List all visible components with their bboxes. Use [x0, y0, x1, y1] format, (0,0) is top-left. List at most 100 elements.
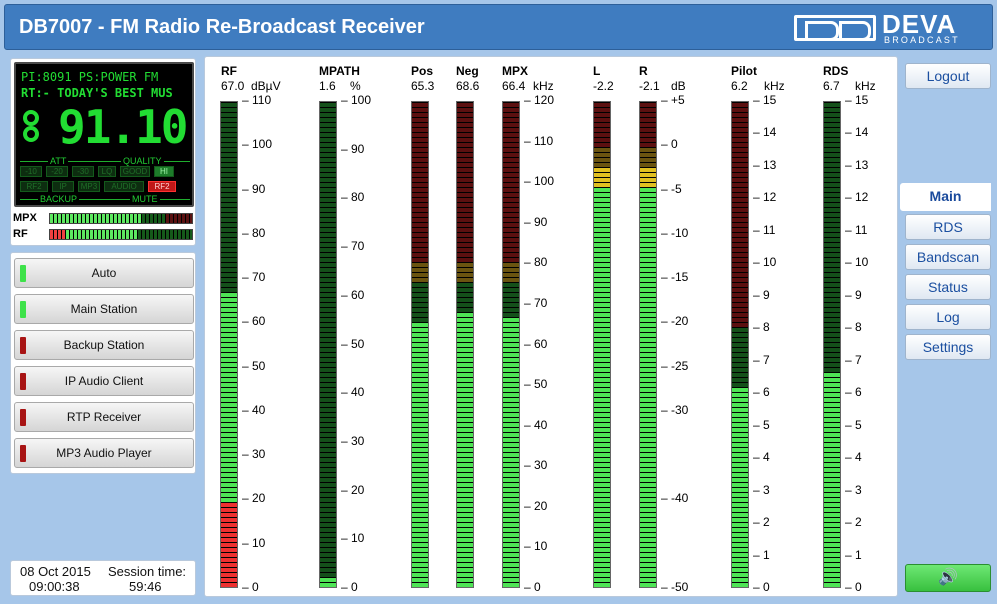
tab-rds[interactable]: RDS	[905, 214, 991, 240]
tick-label-mpath-8: – 20	[341, 482, 365, 497]
mode-button-main-station[interactable]: Main Station	[14, 294, 194, 324]
tick-label-mpx-6: – 60	[524, 336, 548, 351]
tick-label-mpx-0: – 120	[524, 93, 555, 107]
backup-label: BACKUP	[38, 194, 80, 204]
clock-panel: 08 Oct 2015 09:00:38 Session time: 59:46	[10, 560, 196, 596]
quality-label: QUALITY	[121, 156, 164, 166]
lcd-pi-ps: PI:8091 PS:POWER FM	[21, 70, 159, 84]
tab-settings[interactable]: Settings	[905, 334, 991, 360]
date-text: 08 Oct 2015	[20, 564, 91, 579]
tick-label-pilot-7: – 8	[753, 320, 770, 335]
tick-label-r-8: – -40	[661, 491, 689, 506]
mode-label: Backup Station	[63, 338, 145, 352]
tick-label-mpx-4: – 80	[524, 255, 548, 270]
right-nav: Logout 🔊 Main RDS Bandscan Status Log Setting…	[900, 56, 997, 599]
tick-label-rf-11: – 0	[242, 580, 259, 594]
tick-label-r-2: – -5	[661, 181, 682, 196]
time-text: 09:00:38	[29, 579, 80, 594]
audio-toggle-button[interactable]: 🔊	[905, 564, 991, 592]
tick-label-rf-5: – 60	[242, 314, 266, 329]
tick-label-mpath-3: – 70	[341, 239, 365, 254]
tick-label-rf-0: – 110	[242, 93, 272, 107]
tab-log[interactable]: Log	[905, 304, 991, 330]
tick-label-r-9: – -50	[661, 580, 689, 594]
tab-main[interactable]: Main	[900, 183, 991, 211]
mode-label: Auto	[91, 266, 117, 280]
tick-label-rf-2: – 90	[242, 181, 266, 196]
tick-label-r-5: – -20	[661, 314, 689, 329]
tick-label-mpx-5: – 70	[524, 295, 548, 310]
tick-label-rds-6: – 9	[845, 287, 862, 302]
speaker-icon: 🔊	[938, 569, 958, 586]
mpx-mini-meter	[49, 213, 193, 224]
indicator-ip-1: IP	[52, 181, 74, 192]
page-title: DB7007 - FM Radio Re-Broadcast Receiver	[19, 16, 425, 38]
mode-button-mp3-audio-player[interactable]: MP3 Audio Player	[14, 438, 194, 468]
tab-bandscan[interactable]: Bandscan	[905, 244, 991, 270]
meter-name-r: R	[639, 64, 648, 78]
tick-label-pilot-9: – 6	[753, 385, 770, 400]
logout-button[interactable]: Logout	[905, 63, 991, 89]
tick-label-mpx-11: – 10	[524, 539, 548, 554]
tick-label-pilot-2: – 13	[753, 157, 777, 172]
meter-bar-r	[639, 101, 657, 588]
meter-bar-l	[593, 101, 611, 588]
tick-label-pilot-1: – 14	[753, 125, 777, 140]
deva-logo: DEVA BROADCAST	[794, 9, 984, 45]
indicator-10-0: -10	[20, 166, 42, 177]
tick-label-r-3: – -10	[661, 225, 689, 240]
meter-name-mpath: MPATH	[319, 64, 360, 78]
mode-button-backup-station[interactable]: Backup Station	[14, 330, 194, 360]
meter-value-r: -2.1	[639, 79, 660, 93]
tick-label-rf-8: – 30	[242, 447, 266, 462]
tick-label-pilot-6: – 9	[753, 287, 770, 302]
mode-button-ip-audio-client[interactable]: IP Audio Client	[14, 366, 194, 396]
meter-bar-pos	[411, 101, 429, 588]
mode-label: MP3 Audio Player	[56, 446, 152, 460]
lcd-frequency: 91.10	[58, 100, 188, 154]
mode-label: RTP Receiver	[66, 410, 142, 424]
indicator-audio-3: AUDIO	[104, 181, 144, 192]
meter-bar-neg	[456, 101, 474, 588]
tick-label-pilot-10: – 5	[753, 417, 770, 432]
tick-label-rf-3: – 80	[242, 225, 266, 240]
tick-label-rds-5: – 10	[845, 255, 869, 270]
indicator-rf2-0: RF2	[20, 181, 48, 192]
tab-status[interactable]: Status	[905, 274, 991, 300]
status-display: PI:8091 PS:POWER FM RT:- TODAY'S BEST MU…	[10, 58, 196, 246]
tick-label-rds-13: – 2	[845, 515, 862, 530]
meter-value-l: -2.2	[593, 79, 614, 93]
header: DB7007 - FM Radio Re-Broadcast Receiver …	[4, 4, 993, 50]
tick-label-rds-3: – 12	[845, 190, 869, 205]
indicator-hi-5: HI	[154, 166, 174, 177]
meter-name-rds: RDS	[823, 64, 849, 78]
tick-label-r-7: – -30	[661, 402, 689, 417]
meter-name-rf: RF	[221, 64, 237, 78]
mode-button-auto[interactable]: Auto	[14, 258, 194, 288]
tick-label-mpx-1: – 110	[524, 133, 554, 148]
meter-name-neg: Neg	[456, 64, 479, 78]
indicator-good-4: GOOD	[120, 166, 150, 177]
meter-name-pos: Pos	[411, 64, 434, 78]
status-led-icon	[20, 373, 26, 390]
tick-label-r-1: – 0	[661, 137, 678, 152]
tick-label-r-0: – +5	[661, 93, 685, 107]
tick-label-mpath-0: – 100	[341, 93, 372, 107]
tick-label-r-4: – -15	[661, 270, 689, 285]
meters-panel: RF 67.0 dBµV – 110– 100– 90– 80– 70– 60– 50…	[204, 56, 898, 597]
meter-name-pilot: Pilot	[731, 64, 757, 78]
tick-label-rds-0: – 15	[845, 93, 869, 107]
meter-bar-mpx	[502, 101, 520, 588]
status-led-icon	[20, 445, 26, 462]
tick-label-rf-10: – 10	[242, 535, 266, 550]
mode-button-rtp-receiver[interactable]: RTP Receiver	[14, 402, 194, 432]
tick-label-rds-7: – 8	[845, 320, 862, 335]
meter-bar-pilot	[731, 101, 749, 588]
meter-bar-rds	[823, 101, 841, 588]
tick-label-rds-9: – 6	[845, 385, 862, 400]
tick-label-mpath-6: – 40	[341, 385, 365, 400]
logo-mark-icon	[794, 15, 876, 41]
tick-label-pilot-3: – 12	[753, 190, 777, 205]
meter-unit-mpath: %	[350, 79, 361, 93]
tick-label-mpath-4: – 60	[341, 287, 365, 302]
